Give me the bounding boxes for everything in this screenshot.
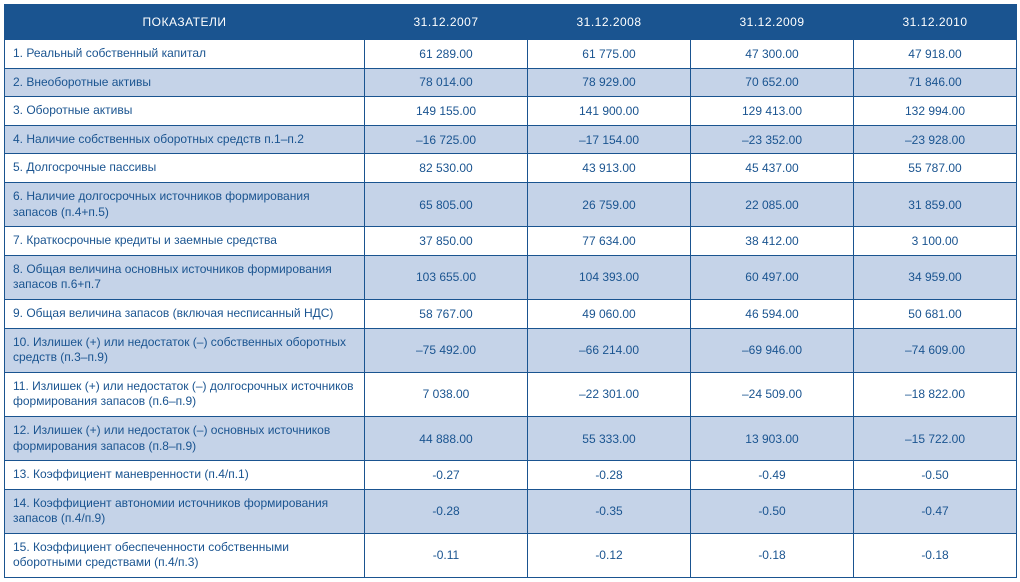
row-value: –69 946.00 [691,328,854,372]
row-value: 103 655.00 [365,255,528,299]
row-value: 78 929.00 [528,68,691,97]
row-value: 45 437.00 [691,154,854,183]
row-value: 38 412.00 [691,227,854,256]
row-value: 47 300.00 [691,40,854,69]
row-value: -0.50 [854,461,1017,490]
table-row: 15. Коэффициент обеспеченности собственн… [5,533,1017,577]
row-value: 37 850.00 [365,227,528,256]
table-row: 7. Краткосрочные кредиты и заемные средс… [5,227,1017,256]
row-label: 4. Наличие собственных оборотных средств… [5,125,365,154]
row-value: -0.47 [854,489,1017,533]
row-label: 1. Реальный собственный капитал [5,40,365,69]
header-col-3: 31.12.2010 [854,5,1017,40]
table-header-row: ПОКАЗАТЕЛИ 31.12.2007 31.12.2008 31.12.2… [5,5,1017,40]
row-value: 55 333.00 [528,416,691,460]
table-row: 2. Внеоборотные активы78 014.0078 929.00… [5,68,1017,97]
row-label: 13. Коэффициент маневренности (п.4/п.1) [5,461,365,490]
table-row: 14. Коэффициент автономии источников фор… [5,489,1017,533]
row-label: 8. Общая величина основных источников фо… [5,255,365,299]
row-value: 61 775.00 [528,40,691,69]
row-value: -0.27 [365,461,528,490]
row-value: –23 928.00 [854,125,1017,154]
row-value: –15 722.00 [854,416,1017,460]
row-value: 58 767.00 [365,299,528,328]
row-value: 71 846.00 [854,68,1017,97]
row-label: 14. Коэффициент автономии источников фор… [5,489,365,533]
row-value: 78 014.00 [365,68,528,97]
row-label: 3. Оборотные активы [5,97,365,126]
row-value: 31 859.00 [854,182,1017,226]
row-value: 3 100.00 [854,227,1017,256]
row-value: 77 634.00 [528,227,691,256]
row-value: 61 289.00 [365,40,528,69]
row-value: –17 154.00 [528,125,691,154]
row-value: 7 038.00 [365,372,528,416]
table-row: 3. Оборотные активы149 155.00141 900.001… [5,97,1017,126]
table-row: 6. Наличие долгосрочных источников форми… [5,182,1017,226]
row-value: 46 594.00 [691,299,854,328]
row-value: 22 085.00 [691,182,854,226]
row-value: -0.50 [691,489,854,533]
table-row: 5. Долгосрочные пассивы82 530.0043 913.0… [5,154,1017,183]
row-value: 60 497.00 [691,255,854,299]
row-value: -0.18 [854,533,1017,577]
row-value: -0.28 [528,461,691,490]
row-label: 5. Долгосрочные пассивы [5,154,365,183]
row-value: -0.35 [528,489,691,533]
row-value: –74 609.00 [854,328,1017,372]
table-row: 11. Излишек (+) или недостаток (–) долго… [5,372,1017,416]
header-col-0: 31.12.2007 [365,5,528,40]
financial-indicators-table: ПОКАЗАТЕЛИ 31.12.2007 31.12.2008 31.12.2… [4,4,1017,578]
row-value: 82 530.00 [365,154,528,183]
table-row: 8. Общая величина основных источников фо… [5,255,1017,299]
row-value: –24 509.00 [691,372,854,416]
header-col-2: 31.12.2009 [691,5,854,40]
row-value: -0.28 [365,489,528,533]
table-row: 12. Излишек (+) или недостаток (–) основ… [5,416,1017,460]
table-row: 4. Наличие собственных оборотных средств… [5,125,1017,154]
row-label: 9. Общая величина запасов (включая неспи… [5,299,365,328]
row-value: –16 725.00 [365,125,528,154]
row-value: 50 681.00 [854,299,1017,328]
row-value: 47 918.00 [854,40,1017,69]
header-col-1: 31.12.2008 [528,5,691,40]
row-value: –75 492.00 [365,328,528,372]
row-label: 2. Внеоборотные активы [5,68,365,97]
row-label: 7. Краткосрочные кредиты и заемные средс… [5,227,365,256]
table-row: 9. Общая величина запасов (включая неспи… [5,299,1017,328]
row-value: -0.11 [365,533,528,577]
row-value: 149 155.00 [365,97,528,126]
row-value: 55 787.00 [854,154,1017,183]
row-value: –66 214.00 [528,328,691,372]
row-value: 141 900.00 [528,97,691,126]
row-value: –22 301.00 [528,372,691,416]
row-value: 129 413.00 [691,97,854,126]
row-value: -0.18 [691,533,854,577]
row-value: 132 994.00 [854,97,1017,126]
row-label: 11. Излишек (+) или недостаток (–) долго… [5,372,365,416]
row-value: –23 352.00 [691,125,854,154]
row-value: 34 959.00 [854,255,1017,299]
table-row: 13. Коэффициент маневренности (п.4/п.1)-… [5,461,1017,490]
row-value: 104 393.00 [528,255,691,299]
row-value: 13 903.00 [691,416,854,460]
row-label: 15. Коэффициент обеспеченности собственн… [5,533,365,577]
row-value: 44 888.00 [365,416,528,460]
row-label: 6. Наличие долгосрочных источников форми… [5,182,365,226]
row-label: 10. Излишек (+) или недостаток (–) собст… [5,328,365,372]
row-value: 49 060.00 [528,299,691,328]
row-value: 70 652.00 [691,68,854,97]
row-value: 43 913.00 [528,154,691,183]
row-value: 26 759.00 [528,182,691,226]
row-value: -0.49 [691,461,854,490]
row-label: 12. Излишек (+) или недостаток (–) основ… [5,416,365,460]
header-label: ПОКАЗАТЕЛИ [5,5,365,40]
table-row: 1. Реальный собственный капитал61 289.00… [5,40,1017,69]
table-row: 10. Излишек (+) или недостаток (–) собст… [5,328,1017,372]
row-value: 65 805.00 [365,182,528,226]
row-value: –18 822.00 [854,372,1017,416]
row-value: -0.12 [528,533,691,577]
